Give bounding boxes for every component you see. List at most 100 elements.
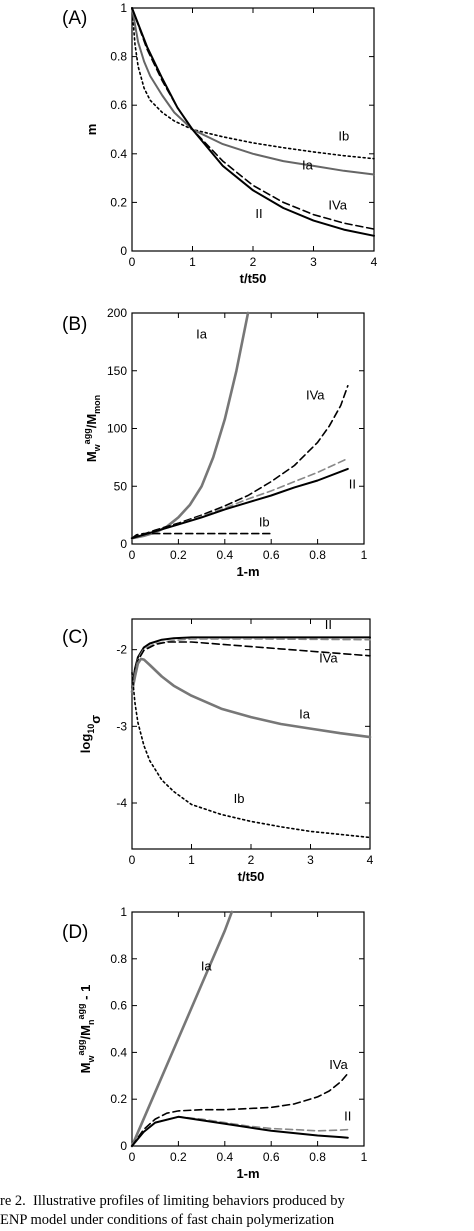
y-axis-title-part: - 1 — [78, 985, 93, 1004]
series-annotation: II — [349, 477, 356, 492]
y-axis-title: Mwagg/Mmon — [82, 395, 102, 462]
y-axis-title-script: 10 — [86, 724, 96, 734]
x-tick-label: 4 — [367, 853, 374, 867]
y-tick-label: 0.6 — [110, 98, 127, 112]
x-tick-label: 3 — [307, 853, 314, 867]
series-annotation: II — [325, 617, 332, 632]
y-axis-title-part: M — [84, 451, 99, 462]
y-tick-label: 0 — [120, 537, 127, 551]
figure-caption: re 2. Illustrative profiles of limiting … — [0, 1192, 474, 1231]
y-tick-label: 150 — [107, 364, 127, 378]
x-tick-label: 0 — [129, 1150, 136, 1164]
x-tick-label: 1 — [189, 255, 196, 269]
x-tick-label: 1 — [188, 853, 195, 867]
series-annotation: II — [344, 1108, 351, 1123]
y-axis-title-part: /M — [84, 414, 99, 428]
series-annotation: Ia — [302, 158, 314, 173]
y-axis-title-part: M — [78, 1062, 93, 1073]
series-line-Ia — [130, 657, 372, 739]
x-tick-label: 0 — [129, 548, 136, 562]
series-annotation: Ib — [234, 791, 245, 806]
x-axis-title: 1-m — [236, 564, 259, 579]
x-tick-label: 2 — [248, 853, 255, 867]
caption-line-1: re 2. Illustrative profiles of limiting … — [0, 1193, 345, 1209]
plot-frame — [131, 911, 365, 1147]
series-annotation: IVa — [329, 1057, 348, 1072]
series-line-IVa — [131, 7, 375, 230]
y-axis-title-script: agg — [76, 1039, 86, 1055]
series-annotation: II — [255, 206, 262, 221]
series-line-IVa — [131, 641, 371, 689]
x-tick-label: 2 — [250, 255, 257, 269]
y-tick-label: 1 — [120, 905, 127, 919]
x-tick-label: 0.2 — [170, 548, 187, 562]
y-tick-label: 0.6 — [110, 999, 127, 1013]
y-tick-label: -2 — [116, 643, 127, 657]
y-axis-title-script: w — [86, 1054, 96, 1063]
x-tick-label: 0.8 — [309, 1150, 326, 1164]
series-line-II — [131, 467, 349, 540]
chart-panel-2: (B) 0 0.2 0.4 0.6 0.8 1 0 50 100 150 200 1-m Mwagg/Mm… — [62, 306, 368, 579]
x-tick-label: 0.6 — [263, 1150, 280, 1164]
chart-panel-1: (A) 0 1 2 3 4 0 0.2 0.4 0.6 0.8 1 t/t50 m Ib Ia IVa II — [62, 1, 378, 286]
series-line-Ib — [131, 671, 371, 839]
caption-line-2: ENP model under conditions of fast chain… — [0, 1212, 335, 1228]
series-line-Ib — [131, 7, 375, 160]
y-tick-label: 0.2 — [110, 1092, 127, 1106]
series-annotation: IVa — [319, 651, 338, 666]
y-tick-label: -4 — [116, 796, 127, 810]
x-axis-title: 1-m — [236, 1166, 259, 1181]
y-tick-label: 0 — [120, 244, 127, 258]
y-axis-title-script: agg — [76, 1003, 86, 1019]
y-tick-label: 0 — [120, 1139, 127, 1153]
y-tick-label: 0.4 — [110, 1045, 127, 1059]
x-tick-label: 0 — [129, 255, 136, 269]
y-tick-label: -3 — [116, 719, 127, 733]
series-line-Ia — [130, 910, 234, 1148]
series-line-unlabeled-2 — [131, 1116, 349, 1147]
series-annotation: Ia — [201, 959, 213, 974]
panel-label: (C) — [62, 627, 88, 648]
x-tick-label: 0.4 — [216, 548, 233, 562]
x-tick-label: 1 — [361, 548, 368, 562]
x-tick-label: 0.6 — [263, 548, 280, 562]
x-axis-title: t/t50 — [238, 869, 265, 884]
y-tick-label: 0.2 — [110, 195, 127, 209]
series-annotation: Ib — [338, 128, 349, 143]
y-axis-title: log10σ — [78, 715, 103, 754]
series-annotation: Ib — [259, 515, 270, 530]
x-tick-label: 0.8 — [309, 548, 326, 562]
panel-label: (B) — [62, 314, 87, 335]
x-tick-label: 0 — [129, 853, 136, 867]
y-axis-title-script: w — [92, 443, 102, 452]
y-axis-title-script: n — [86, 1019, 96, 1025]
y-axis-title-part: log — [78, 734, 93, 754]
y-tick-label: 100 — [107, 422, 127, 436]
x-tick-label: 1 — [361, 1150, 368, 1164]
series-line-IVa — [131, 384, 349, 540]
panel-label: (D) — [62, 922, 88, 943]
y-tick-label: 50 — [114, 479, 128, 493]
series-annotation: IVa — [328, 198, 347, 213]
y-tick-label: 0.8 — [110, 952, 127, 966]
y-tick-label: 0.4 — [110, 147, 127, 161]
series-line-IVa — [131, 1072, 349, 1147]
y-axis-title-script: agg — [82, 428, 92, 444]
series-line-Ia — [130, 311, 250, 540]
x-tick-label: 0.4 — [216, 1150, 233, 1164]
chart-panel-3: (C) 0 1 2 3 4 -4 -3 -2 t/t50 log10σ II IVa Ia Ib — [62, 617, 374, 884]
series-annotation: Ia — [196, 326, 208, 341]
y-axis-title-part: /M — [78, 1025, 93, 1039]
panel-label: (A) — [62, 8, 87, 29]
y-tick-label: 0.8 — [110, 50, 127, 64]
plot-frame — [131, 312, 365, 545]
series-line-II — [131, 7, 375, 237]
y-tick-label: 1 — [120, 1, 127, 15]
y-tick-label: 200 — [107, 306, 127, 320]
x-tick-label: 3 — [310, 255, 317, 269]
x-axis-title: t/t50 — [240, 271, 267, 286]
series-annotation: Ia — [299, 707, 311, 722]
series-line-II — [131, 1115, 349, 1147]
chart-panel-4: (D)0 0.2 0.4 0.6 0.8 100.20.40.60.811-mMwagg/… — [62, 905, 368, 1181]
